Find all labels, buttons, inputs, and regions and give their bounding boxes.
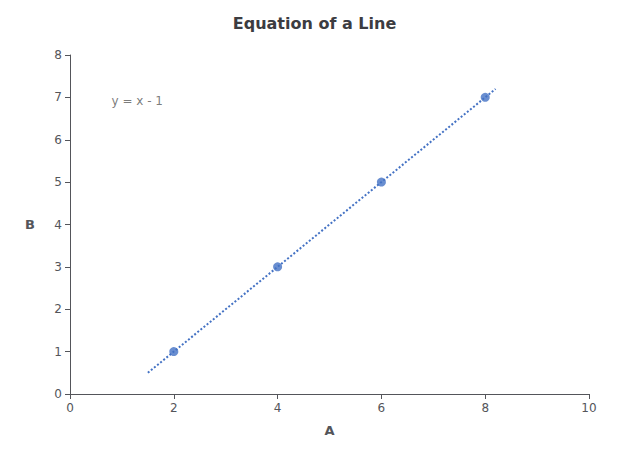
- svg-text:0: 0: [54, 387, 62, 401]
- svg-text:8: 8: [481, 401, 489, 415]
- svg-text:1: 1: [54, 345, 62, 359]
- svg-text:B: B: [25, 217, 35, 232]
- svg-text:Equation of a Line: Equation of a Line: [233, 14, 397, 33]
- svg-text:8: 8: [54, 48, 62, 62]
- svg-text:A: A: [324, 423, 334, 438]
- svg-text:2: 2: [170, 401, 178, 415]
- svg-text:4: 4: [274, 401, 282, 415]
- svg-text:7: 7: [54, 90, 62, 104]
- svg-text:0: 0: [66, 401, 74, 415]
- svg-text:3: 3: [54, 260, 62, 274]
- svg-text:5: 5: [54, 175, 62, 189]
- svg-text:4: 4: [54, 218, 62, 232]
- svg-text:2: 2: [54, 302, 62, 316]
- svg-text:y = x - 1: y = x - 1: [112, 94, 163, 108]
- svg-text:10: 10: [581, 401, 596, 415]
- svg-text:6: 6: [378, 401, 386, 415]
- svg-text:6: 6: [54, 133, 62, 147]
